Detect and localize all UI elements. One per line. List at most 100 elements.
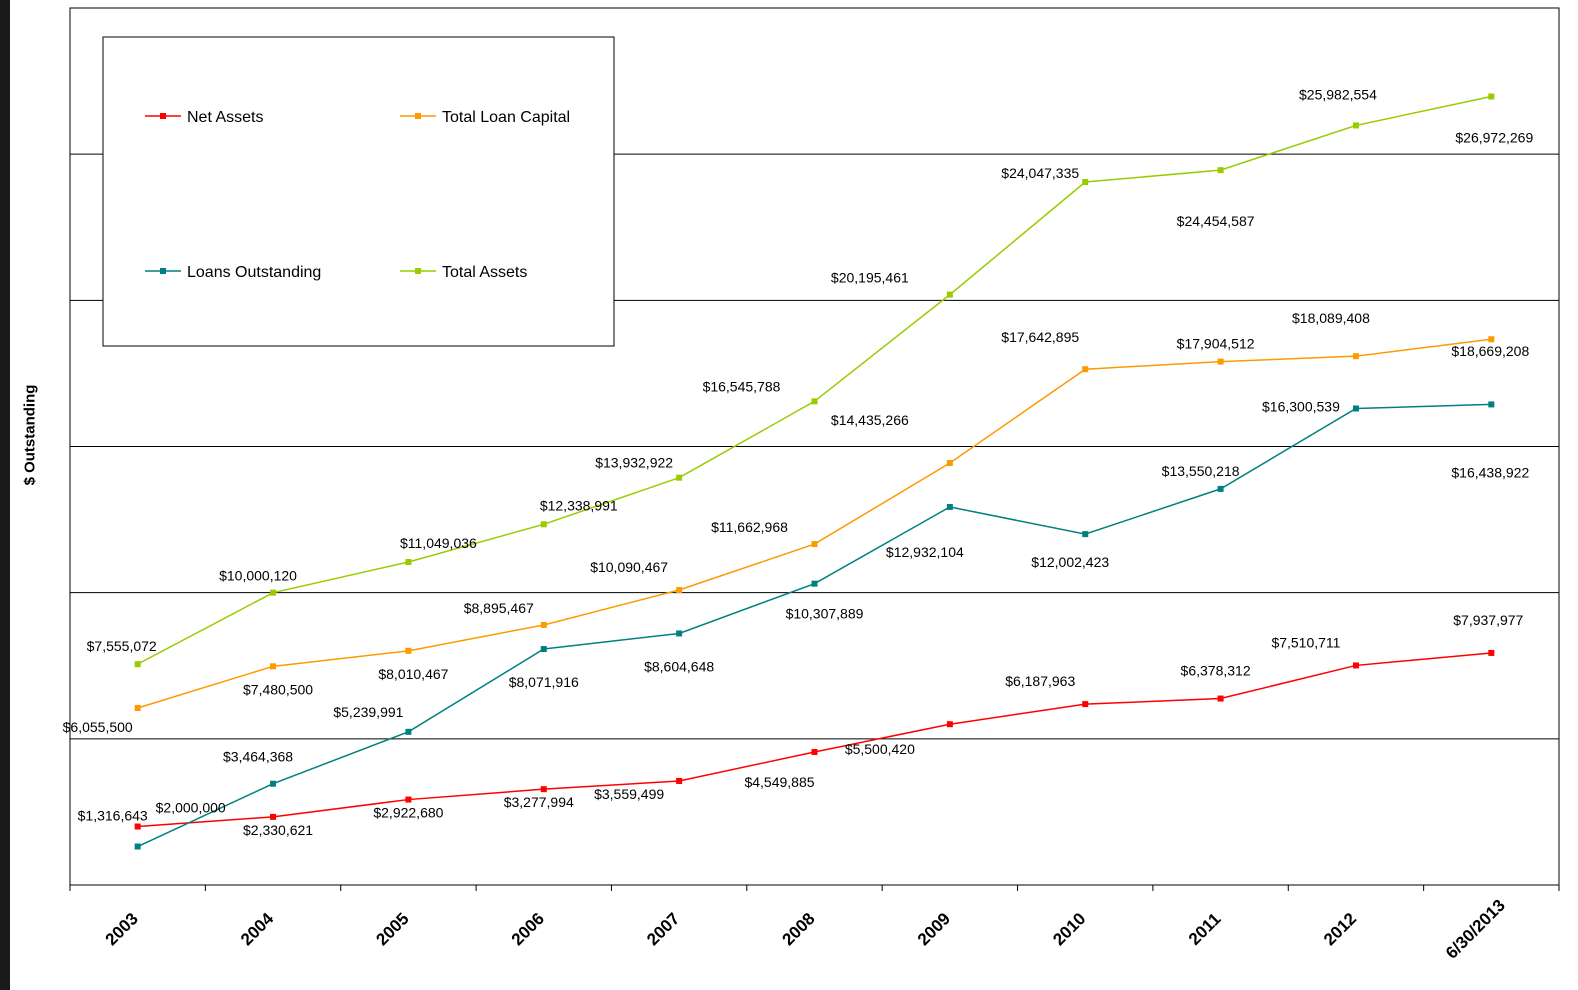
data-point: [1217, 358, 1224, 365]
data-label: $1,316,643: [78, 808, 148, 824]
data-point: [1352, 122, 1359, 129]
data-label: $7,937,977: [1453, 612, 1523, 628]
data-label: $6,055,500: [63, 719, 133, 735]
data-point: [1217, 485, 1224, 492]
left-edge-band: [0, 0, 10, 990]
data-point: [270, 780, 277, 787]
data-point: [676, 587, 683, 594]
data-point: [270, 589, 277, 596]
data-label: $4,549,885: [744, 774, 814, 790]
data-label: $16,545,788: [703, 378, 781, 394]
data-label: $16,300,539: [1262, 398, 1340, 414]
data-point: [946, 721, 953, 728]
data-label: $7,480,500: [243, 681, 313, 697]
data-label: $13,932,922: [595, 455, 673, 471]
legend-label: Net Assets: [187, 109, 263, 126]
data-label: $7,555,072: [87, 638, 157, 654]
data-label: $3,277,994: [504, 794, 574, 810]
data-point: [1217, 167, 1224, 174]
legend-marker: [160, 268, 166, 274]
data-point: [811, 398, 818, 405]
data-label: $5,239,991: [333, 704, 403, 720]
x-tick-label: 2004: [237, 909, 278, 950]
data-point: [540, 646, 547, 653]
data-label: $6,187,963: [1005, 673, 1075, 689]
data-label: $24,047,335: [1001, 165, 1079, 181]
data-label: $10,090,467: [590, 559, 668, 575]
data-point: [270, 813, 277, 820]
data-label: $18,669,208: [1451, 343, 1529, 359]
plot-frame: [69, 7, 1560, 886]
data-point: [134, 843, 141, 850]
data-label: $12,338,991: [540, 497, 618, 513]
data-label: $8,604,648: [644, 658, 714, 674]
x-tick-label: 2008: [779, 909, 819, 949]
data-point: [676, 777, 683, 784]
data-label: $24,454,587: [1177, 213, 1255, 229]
data-point: [946, 460, 953, 467]
data-label: $17,642,895: [1001, 329, 1079, 345]
data-label: $12,932,104: [886, 544, 964, 560]
data-label: $3,464,368: [223, 749, 293, 765]
data-label: $16,438,922: [1451, 464, 1529, 480]
x-tick-label: 2006: [508, 909, 548, 949]
x-tick-label: 2012: [1320, 909, 1360, 949]
data-label: $8,895,467: [464, 600, 534, 616]
data-point: [1082, 701, 1089, 708]
data-label: $26,972,269: [1455, 130, 1533, 146]
data-label: $18,089,408: [1292, 310, 1370, 326]
data-point: [405, 728, 412, 735]
data-label: $20,195,461: [831, 270, 909, 286]
data-point: [1082, 179, 1089, 186]
data-point: [676, 630, 683, 637]
x-tick-label: 2011: [1185, 909, 1225, 949]
data-label: $25,982,554: [1299, 86, 1377, 102]
x-tick-label: 2010: [1049, 909, 1089, 949]
data-label: $8,010,467: [378, 666, 448, 682]
data-label: $2,000,000: [156, 800, 226, 816]
data-point: [540, 621, 547, 628]
data-point: [1488, 401, 1495, 408]
data-label: $12,002,423: [1031, 554, 1109, 570]
legend-marker: [160, 113, 166, 119]
data-point: [1488, 336, 1495, 343]
x-tick-label: 6/30/2013: [1442, 896, 1509, 963]
data-label: $6,378,312: [1181, 663, 1251, 679]
x-tick-label: 2005: [372, 909, 412, 949]
data-point: [676, 474, 683, 481]
data-point: [1352, 405, 1359, 412]
data-point: [405, 647, 412, 654]
data-point: [134, 823, 141, 830]
legend-marker: [415, 268, 421, 274]
data-point: [270, 663, 277, 670]
data-point: [1488, 93, 1495, 100]
x-tick-label: 2003: [102, 909, 142, 949]
data-label: $11,662,968: [711, 519, 788, 535]
data-label: $14,435,266: [831, 412, 909, 428]
legend-box: [102, 36, 615, 347]
data-label: $10,307,889: [786, 606, 864, 622]
data-point: [134, 661, 141, 668]
series-line: [137, 338, 1492, 709]
data-point: [811, 580, 818, 587]
data-point: [1488, 649, 1495, 656]
data-label: $10,000,120: [219, 568, 297, 584]
data-label: $17,904,512: [1177, 336, 1255, 352]
data-label: $8,071,916: [509, 674, 579, 690]
data-label: $3,559,499: [594, 786, 664, 802]
data-point: [405, 558, 412, 565]
data-point: [946, 291, 953, 298]
data-point: [1217, 695, 1224, 702]
data-point: [1352, 662, 1359, 669]
legend-label: Total Assets: [442, 264, 527, 281]
data-point: [811, 748, 818, 755]
data-point: [1082, 531, 1089, 538]
data-label: $11,049,036: [400, 535, 477, 551]
series-line: [137, 652, 1492, 828]
data-point: [946, 503, 953, 510]
data-point: [540, 786, 547, 793]
data-label: $5,500,420: [845, 741, 915, 757]
data-label: $2,922,680: [373, 805, 443, 821]
